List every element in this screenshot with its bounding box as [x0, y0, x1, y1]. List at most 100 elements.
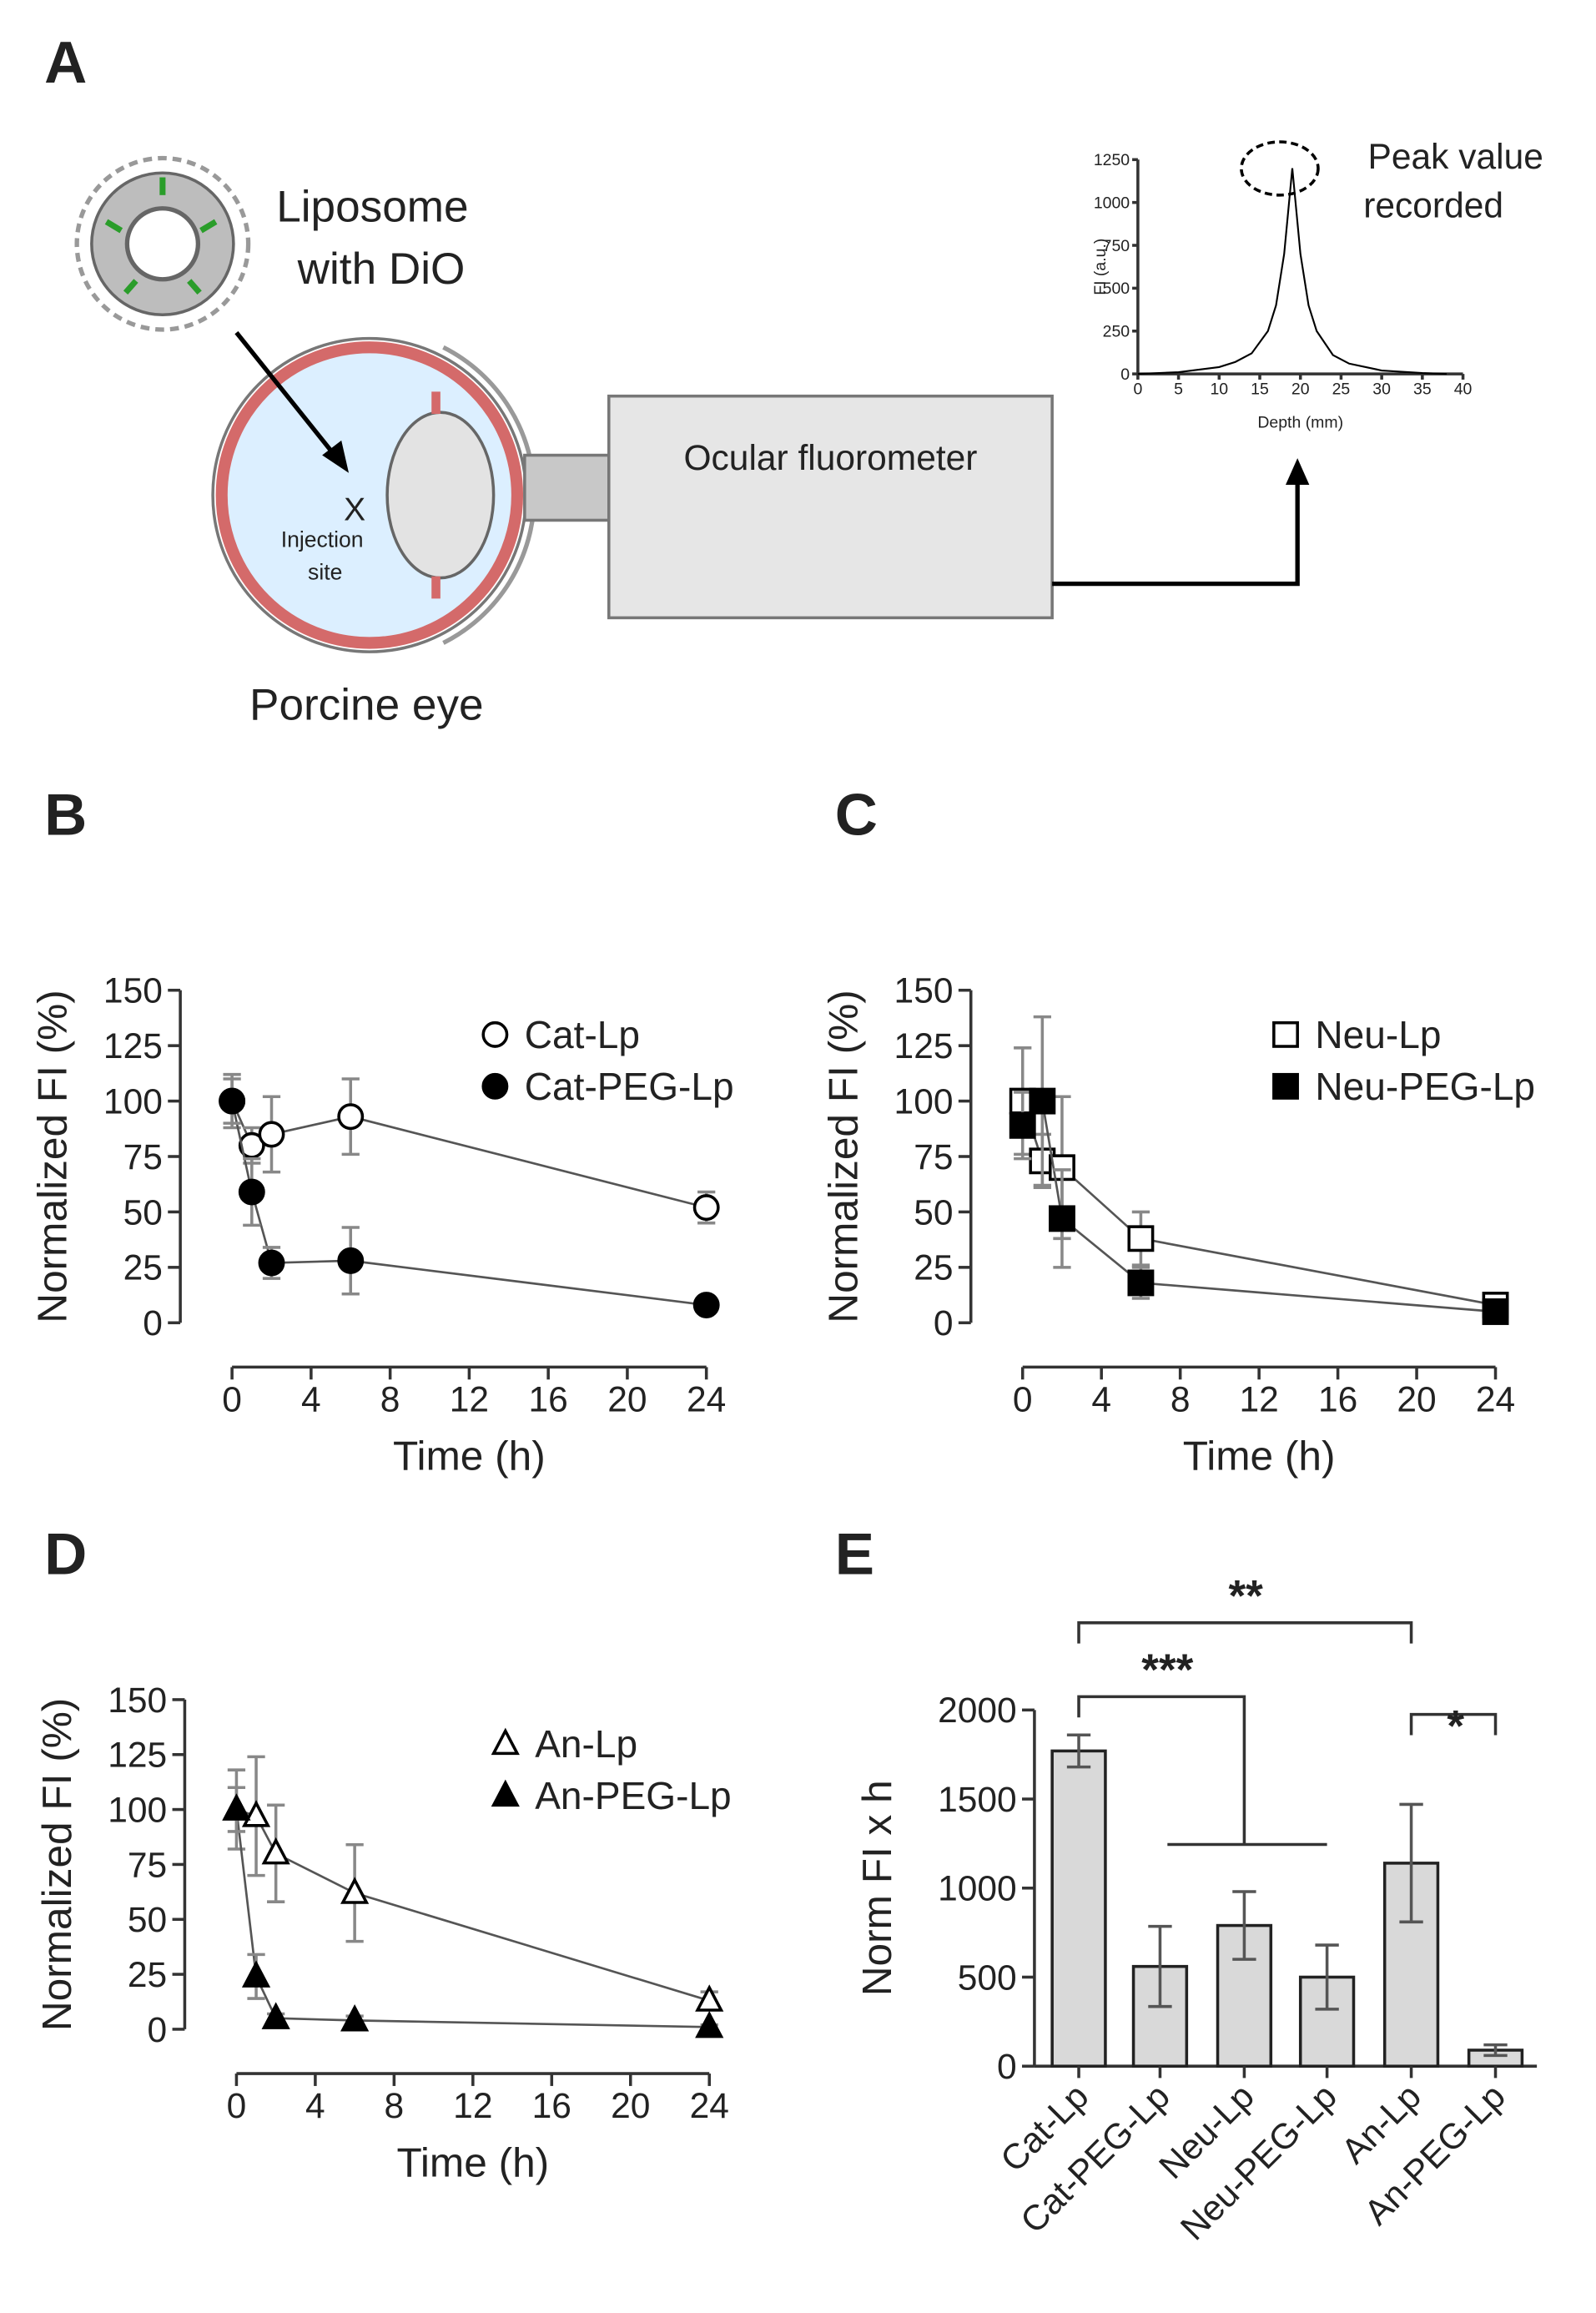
x-tick-label: 0	[1013, 1381, 1033, 1420]
x-tick-label: 10	[1210, 380, 1228, 398]
fluorometer	[607, 394, 1054, 620]
legend-marker	[1272, 1020, 1299, 1048]
legend-marker	[491, 1779, 520, 1807]
legend-label: Neu-Lp	[1315, 1013, 1441, 1056]
y-tick-label: 0	[934, 1304, 954, 1343]
y-tick-label: 0	[997, 2048, 1017, 2087]
error-bar	[1315, 1943, 1339, 2011]
x-tick-label: 20	[1291, 380, 1310, 398]
x-tick-label: 0	[227, 2087, 247, 2126]
y-tick-label: 50	[128, 1901, 167, 1940]
eye	[211, 336, 537, 653]
y-axis-label: FI (a.u.)	[1091, 239, 1110, 295]
legend-marker	[491, 1727, 520, 1756]
error-bar	[1232, 1890, 1256, 1961]
x-tick-label: 24	[1476, 1381, 1515, 1420]
y-tick-label: 500	[958, 1958, 1017, 1998]
legend-label: An-Lp	[535, 1722, 637, 1766]
y-axis-label: Normalized FI (%)	[33, 1698, 80, 2031]
y-tick-label: 25	[123, 1249, 163, 1288]
legend-marker	[481, 1020, 509, 1048]
marker	[238, 1178, 265, 1206]
x-tick-label: 20	[1397, 1381, 1436, 1420]
x-tick-label: 24	[690, 2087, 729, 2126]
y-tick-label: 0	[143, 1304, 163, 1343]
marker	[337, 1247, 365, 1274]
x-axis-label: Depth (mm)	[1257, 413, 1343, 431]
y-tick-label: 2000	[938, 1691, 1017, 1731]
y-tick-label: 150	[894, 972, 954, 1011]
x-tick-label: 16	[532, 2087, 571, 2126]
injection-mark: X	[344, 491, 365, 527]
x-tick-label: 8	[1171, 1381, 1191, 1420]
panel-label: E	[835, 1521, 874, 1587]
marker	[1127, 1225, 1155, 1252]
arrow	[234, 330, 339, 460]
marker	[692, 1292, 720, 1318]
legend-label: Cat-Lp	[525, 1013, 640, 1056]
x-tick-label: 20	[611, 2087, 650, 2126]
annotation: *	[1447, 1702, 1464, 1751]
eye-label: Porcine eye	[249, 681, 484, 730]
y-axis-label: Normalized FI (%)	[819, 990, 866, 1323]
marker	[340, 1877, 370, 1904]
x-tick-label: 4	[1091, 1381, 1111, 1420]
legend-marker	[1272, 1072, 1299, 1100]
marker	[261, 2002, 290, 2029]
legend-label: An-PEG-Lp	[535, 1774, 731, 1817]
marker	[1049, 1205, 1075, 1232]
liposome	[74, 155, 251, 332]
line	[236, 1808, 710, 2002]
peak-label: recorded	[1363, 186, 1503, 225]
legend-label: Neu-PEG-Lp	[1315, 1065, 1535, 1108]
x-tick-label: 12	[1239, 1381, 1278, 1420]
y-tick-label: 1250	[1094, 151, 1130, 169]
x-tick-label: 20	[607, 1381, 647, 1420]
line	[1021, 1101, 1496, 1307]
x-tick-label: 40	[1454, 380, 1473, 398]
y-tick-label: 50	[123, 1193, 163, 1232]
peak-marker	[1240, 140, 1320, 197]
marker	[695, 1984, 724, 2012]
marker	[337, 1103, 365, 1131]
y-tick-label: 150	[103, 972, 163, 1011]
injection-label: Injection	[281, 527, 364, 552]
annotation: ***	[1141, 1645, 1193, 1695]
marker	[219, 1087, 246, 1115]
panel-label: D	[44, 1521, 87, 1587]
y-tick-label: 100	[103, 1082, 163, 1121]
y-tick-label: 75	[128, 1846, 167, 1885]
line	[230, 1101, 707, 1307]
marker	[1127, 1269, 1155, 1297]
y-tick-label: 50	[914, 1193, 953, 1232]
x-tick-label: 0	[1133, 380, 1142, 398]
marker	[692, 1194, 720, 1222]
y-tick-label: 125	[894, 1027, 954, 1066]
x-tick-label: 16	[529, 1381, 568, 1420]
y-tick-label: 150	[108, 1681, 167, 1721]
marker	[1009, 1111, 1036, 1139]
annotation: **	[1229, 1572, 1264, 1621]
panel-label: C	[835, 783, 878, 849]
x-tick-label: 25	[1332, 380, 1351, 398]
x-tick-label: 4	[301, 1381, 321, 1420]
y-tick-label: 750	[1103, 237, 1130, 255]
y-tick-label: 125	[108, 1736, 167, 1776]
x-tick-label: 12	[450, 1381, 489, 1420]
y-tick-label: 25	[128, 1956, 167, 1995]
marker	[222, 1793, 251, 1821]
error-bar	[1483, 2043, 1508, 2058]
y-axis-label: Normalized FI (%)	[29, 990, 76, 1323]
y-tick-label: 500	[1103, 280, 1130, 298]
panel-label: B	[44, 783, 87, 849]
x-tick-label: 35	[1413, 380, 1432, 398]
line	[235, 1809, 710, 2028]
peak-label: Peak value	[1368, 138, 1543, 177]
y-tick-label: 100	[894, 1082, 954, 1121]
marker	[261, 1837, 290, 1865]
x-axis-label: Time (h)	[393, 1433, 546, 1479]
y-tick-label: 125	[103, 1027, 163, 1066]
marker	[258, 1121, 285, 1148]
injection-label: site	[308, 559, 342, 584]
